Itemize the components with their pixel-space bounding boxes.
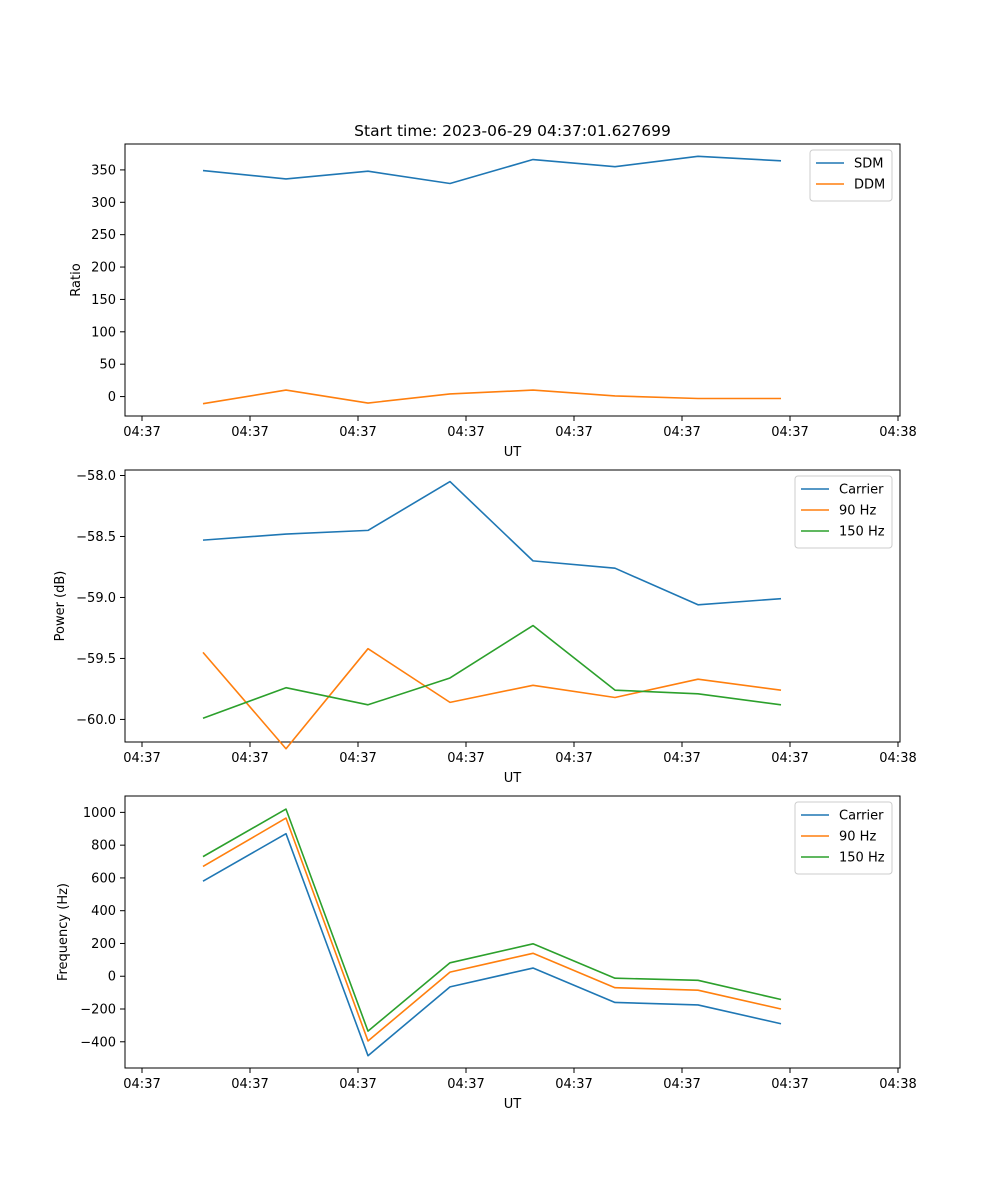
chart-title: Start time: 2023-06-29 04:37:01.627699 [354,122,671,140]
chart-1: Start time: 2023-06-29 04:37:01.627699 04… [69,122,917,460]
y-tick-label: 800 [91,839,116,854]
x-tick-label: 04:37 [447,751,484,766]
legend-label: SDM [854,157,883,172]
legend: SDM DDM [809,149,893,202]
y-tick-label: −59.0 [76,591,116,606]
y-tick-label: 400 [91,904,116,919]
y-tick-label: 350 [91,163,116,178]
x-tick-label: 04:37 [771,751,808,766]
legend-label: 150 Hz [839,525,885,540]
x-tick-label: 04:37 [555,751,592,766]
y-tick-label: 150 [91,293,116,308]
y-tick-label: 100 [91,325,116,340]
x-tick-label: 04:37 [123,751,160,766]
x-tick-label: 04:37 [771,425,808,440]
x-tick-label: 04:37 [123,1077,160,1092]
y-axis-label: Ratio [69,263,84,296]
x-tick-label: 04:37 [123,425,160,440]
series-line-150-hz [202,624,782,719]
axes-frame [124,469,901,743]
y-tick-label: 300 [91,196,116,211]
y-tick-label: 1000 [83,806,116,821]
legend-label: 90 Hz [839,504,876,519]
series-line-carrier [202,832,782,1057]
x-axis-label: UT [504,1097,522,1112]
axes-frame [124,795,901,1069]
legend-label: Carrier [839,483,884,498]
x-tick-label: 04:37 [339,751,376,766]
x-tick-label: 04:37 [555,425,592,440]
y-axis-label: Power (dB) [53,571,68,642]
axes-frame [124,143,901,417]
x-tick-label: 04:37 [771,1077,808,1092]
series-line-sdm [202,155,782,185]
legend-box [794,801,893,875]
y-tick-label: −60.0 [76,713,116,728]
legend-label: DDM [854,178,885,193]
legend: Carrier 90 Hz 150 Hz [794,475,893,549]
x-tick-label: 04:37 [231,751,268,766]
legend-label: 90 Hz [839,830,876,845]
x-tick-label: 04:37 [663,751,700,766]
x-tick-label: 04:38 [879,425,916,440]
y-tick-label: −200 [80,1003,116,1018]
legend-label: Carrier [839,809,884,824]
series-line-90-hz [202,817,782,1042]
x-tick-label: 04:37 [555,1077,592,1092]
x-tick-label: 04:37 [339,425,376,440]
y-tick-label: 0 [108,970,116,985]
series-line-carrier [202,480,782,606]
y-tick-label: 0 [108,390,116,405]
x-axis-label: UT [504,445,522,460]
x-tick-label: 04:38 [879,1077,916,1092]
x-tick-label: 04:37 [663,425,700,440]
series-line-150-hz [202,808,782,1032]
y-tick-label: −59.5 [76,652,116,667]
x-tick-label: 04:37 [447,425,484,440]
y-tick-label: 50 [99,358,116,373]
x-axis-label: UT [504,771,522,786]
legend: Carrier 90 Hz 150 Hz [794,801,893,875]
x-tick-label: 04:37 [339,1077,376,1092]
y-tick-label: −58.0 [76,469,116,484]
x-tick-label: 04:37 [447,1077,484,1092]
legend-label: 150 Hz [839,851,885,866]
y-tick-label: 600 [91,871,116,886]
x-tick-label: 04:37 [231,1077,268,1092]
series-line-90-hz [202,647,782,750]
y-tick-label: 200 [91,261,116,276]
y-tick-label: −400 [80,1035,116,1050]
y-tick-label: 250 [91,228,116,243]
y-axis-label: Frequency (Hz) [56,883,71,981]
legend-box [794,475,893,549]
x-tick-label: 04:37 [663,1077,700,1092]
x-tick-label: 04:38 [879,751,916,766]
series-line-ddm [202,389,781,405]
x-tick-label: 04:37 [231,425,268,440]
y-tick-label: 200 [91,937,116,952]
chart-3: 04:37 04:37 04:37 04:37 04:37 04:37 04:37 04:38… [56,795,917,1112]
y-tick-label: −58.5 [76,530,116,545]
chart-2: 04:37 04:37 04:37 04:37 04:37 04:37 04:37 04:38… [53,469,917,786]
